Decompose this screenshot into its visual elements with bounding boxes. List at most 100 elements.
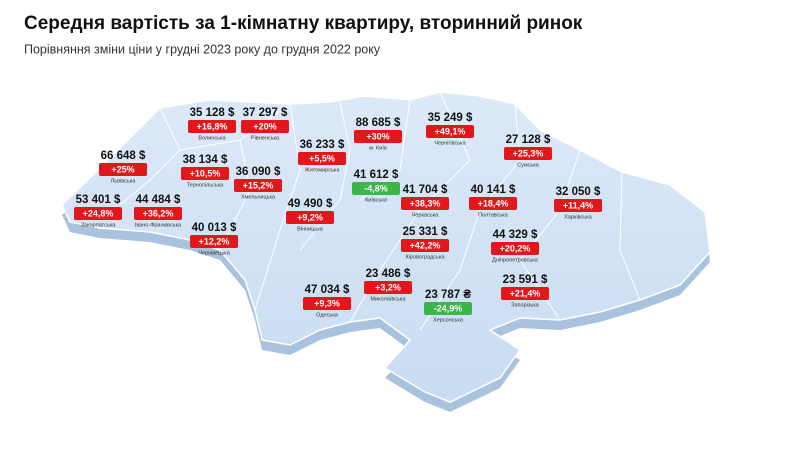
region-price: 44 329 $ [493,229,538,241]
region-change: +25% [111,164,134,174]
region-label: 47 034 $ +9,3% Одеська [303,284,351,318]
region-name: Запорізька [511,302,540,308]
region-name: Черкаська [412,212,440,218]
change-badge [364,281,412,294]
region-name: Чернігівська [434,140,466,146]
change-badge [303,297,351,310]
region-change: +25,3% [513,148,544,158]
region-change: +24,8% [83,208,114,218]
change-badge [469,197,517,210]
change-badge [426,125,474,138]
region-name: Рівненська [251,135,280,141]
region-label: 44 484 $ +36,2% Івано-Франківська [134,194,182,228]
region-price: 40 013 $ [192,222,237,234]
change-badge [99,163,147,176]
region-change: +18,4% [478,198,509,208]
region-price: 38 134 $ [183,154,228,166]
region-change: +9,3% [314,298,340,308]
region-change: +11,4% [563,200,593,210]
change-badge [134,207,182,220]
region-name: Дніпропетровська [492,257,539,263]
region-change: +3,2% [375,282,401,292]
region-label: 40 141 $ +18,4% Полтавська [469,184,517,218]
region-price: 32 050 $ [556,186,601,198]
region-label: 27 128 $ +25,3% Сумська [504,134,552,168]
region-price: 88 685 $ [356,117,401,129]
region-label: 23 486 $ +3,2% Миколаївська [364,268,412,302]
region-price: 41 704 $ [403,184,448,196]
change-badge [188,120,236,133]
region-change: +49,1% [435,126,466,136]
change-badge [501,287,549,300]
region-label: 40 013 $ +12,2% Чернівецька [190,222,238,256]
region-name: Тернопільська [187,182,225,188]
region-price: 41 612 $ [354,169,399,181]
region-name: Київська [365,197,388,203]
region-name: Сумська [517,162,540,168]
change-badge [234,179,282,192]
region-change: +42,2% [410,240,441,250]
change-badge [401,239,449,252]
region-price: 23 591 $ [503,274,548,286]
region-change: +20,2% [500,243,531,253]
region-label: 32 050 $ +11,4% Харківська [554,186,602,220]
region-label: 41 612 $ -4,8% Київська [352,169,400,203]
region-label: 23 591 $ +21,4% Запорізька [501,274,549,308]
change-badge [504,147,552,160]
region-price: 47 034 $ [305,284,350,296]
region-price: 35 249 $ [428,112,473,124]
region-label: 23 787 ₴ -24,9% Херсонська [424,289,472,323]
change-badge [401,197,449,210]
region-price: 36 090 $ [236,166,281,178]
region-change: +36,2% [143,208,174,218]
change-badge [354,130,402,143]
region-name: Кіровоградська [406,254,446,260]
subtitle: Порівняння зміни ціни у грудні 2023 року… [24,42,381,56]
region-labels: 35 128 $ +16,8% Волинська 37 297 $ +20% Рівне… [74,107,602,323]
region-price: 23 787 ₴ [425,289,471,301]
change-badge [352,182,400,195]
region-label: 53 401 $ +24,8% Закарпатська [74,194,122,228]
region-change: +16,8% [197,121,228,131]
change-badge [286,211,334,224]
region-label: 35 249 $ +49,1% Чернігівська [426,112,474,146]
title: Середня вартість за 1-кімнатну квартиру,… [24,13,583,34]
region-price: 27 128 $ [506,134,551,146]
region-label: 38 134 $ +10,5% Тернопільська [181,154,229,188]
change-badge [181,167,229,180]
region-price: 37 297 $ [243,107,288,119]
region-label: 88 685 $ +30% м. Київ [354,117,402,151]
change-badge [74,207,122,220]
region-label: 44 329 $ +20,2% Дніпропетровська [491,229,539,263]
region-name: Харківська [564,214,592,220]
change-badge [491,242,539,255]
region-change: +38,3% [410,198,441,208]
change-badge [241,120,289,133]
region-name: Чернівецька [198,250,231,256]
region-name: Миколаївська [371,296,407,302]
region-name: Житомирська [305,167,341,173]
region-price: 23 486 $ [366,268,411,280]
region-change: +20% [253,121,276,131]
region-label: 49 490 $ +9,2% Вінницька [286,198,334,232]
region-price: 49 490 $ [288,198,333,210]
region-change: +10,5% [190,168,221,178]
region-name: Полтавська [478,212,509,218]
region-change: +30% [366,131,389,141]
change-badge [190,235,238,248]
region-change: +12,2% [199,236,230,246]
region-price: 35 128 $ [190,107,235,119]
region-change: +15,2% [243,180,274,190]
region-label: 36 090 $ +15,2% Хмельницька [234,166,282,200]
region-price: 66 648 $ [101,150,146,162]
change-badge [424,302,472,315]
region-name: Закарпатська [81,222,117,228]
region-name: Херсонська [433,317,464,323]
region-label: 66 648 $ +25% Львівська [99,150,147,184]
region-label: 41 704 $ +38,3% Черкаська [401,184,449,218]
region-change: -24,9% [434,303,463,313]
region-price: 36 233 $ [300,139,345,151]
region-name: Львівська [111,178,137,184]
